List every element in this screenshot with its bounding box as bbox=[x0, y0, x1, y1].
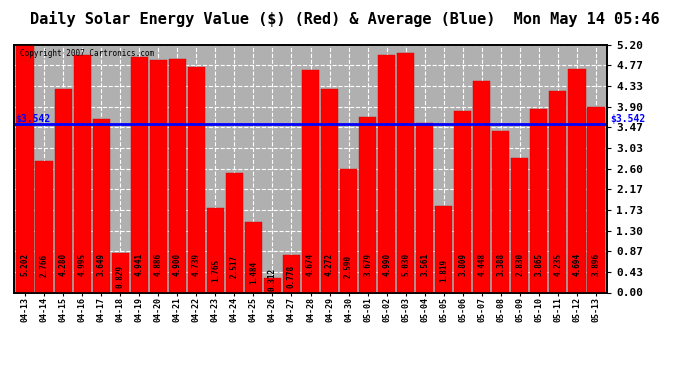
Bar bbox=[454, 111, 471, 292]
Text: $3.542: $3.542 bbox=[610, 114, 645, 124]
Bar bbox=[112, 253, 129, 292]
Bar bbox=[264, 278, 282, 292]
Bar bbox=[530, 108, 547, 292]
Text: 1.819: 1.819 bbox=[439, 259, 448, 282]
Text: 4.739: 4.739 bbox=[192, 253, 201, 276]
Text: 3.679: 3.679 bbox=[363, 253, 372, 276]
Bar bbox=[549, 91, 566, 292]
Bar bbox=[339, 169, 357, 292]
Text: 3.561: 3.561 bbox=[420, 253, 429, 276]
Text: 1.484: 1.484 bbox=[249, 261, 258, 284]
Text: 4.448: 4.448 bbox=[477, 253, 486, 276]
Text: 5.030: 5.030 bbox=[401, 253, 410, 276]
Text: 4.272: 4.272 bbox=[325, 253, 334, 276]
Text: 4.990: 4.990 bbox=[382, 253, 391, 276]
Text: 4.900: 4.900 bbox=[173, 253, 182, 276]
Text: 0.312: 0.312 bbox=[268, 268, 277, 291]
Text: 3.388: 3.388 bbox=[496, 253, 505, 276]
Text: 4.280: 4.280 bbox=[59, 253, 68, 276]
Text: 4.694: 4.694 bbox=[572, 253, 581, 276]
Bar bbox=[74, 55, 91, 292]
Bar bbox=[168, 59, 186, 292]
Bar bbox=[188, 67, 205, 292]
Text: 3.896: 3.896 bbox=[591, 253, 600, 276]
Text: 4.235: 4.235 bbox=[553, 253, 562, 276]
Text: Copyright 2007 Cartronics.com: Copyright 2007 Cartronics.com bbox=[20, 49, 154, 58]
Text: 2.517: 2.517 bbox=[230, 255, 239, 278]
Bar bbox=[55, 89, 72, 292]
Text: 2.766: 2.766 bbox=[40, 254, 49, 277]
Text: 4.941: 4.941 bbox=[135, 253, 144, 276]
Text: 0.778: 0.778 bbox=[287, 265, 296, 288]
Bar bbox=[150, 60, 167, 292]
Bar bbox=[35, 161, 53, 292]
Text: 3.649: 3.649 bbox=[97, 253, 106, 276]
Text: 2.590: 2.590 bbox=[344, 255, 353, 278]
Bar bbox=[245, 222, 262, 292]
Text: 3.809: 3.809 bbox=[458, 253, 467, 276]
Bar bbox=[321, 89, 338, 292]
Bar bbox=[92, 119, 110, 292]
Text: 0.829: 0.829 bbox=[116, 265, 125, 288]
Text: 3.865: 3.865 bbox=[534, 253, 543, 276]
Bar bbox=[511, 158, 529, 292]
Text: 4.886: 4.886 bbox=[154, 253, 163, 276]
Bar bbox=[435, 206, 453, 292]
Bar bbox=[17, 45, 34, 292]
Bar bbox=[473, 81, 491, 292]
Bar bbox=[568, 69, 586, 292]
Bar bbox=[283, 255, 300, 292]
Text: 4.995: 4.995 bbox=[78, 253, 87, 276]
Bar bbox=[207, 209, 224, 292]
Text: $3.542: $3.542 bbox=[15, 114, 50, 124]
Bar bbox=[359, 117, 376, 292]
Text: 1.765: 1.765 bbox=[211, 259, 220, 282]
Bar bbox=[397, 53, 414, 292]
Bar bbox=[492, 131, 509, 292]
Bar bbox=[130, 57, 148, 292]
Bar bbox=[416, 123, 433, 292]
Bar bbox=[587, 107, 604, 292]
Bar bbox=[378, 55, 395, 292]
Bar bbox=[302, 70, 319, 292]
Text: 4.674: 4.674 bbox=[306, 253, 315, 276]
Text: Daily Solar Energy Value ($) (Red) & Average (Blue)  Mon May 14 05:46: Daily Solar Energy Value ($) (Red) & Ave… bbox=[30, 11, 660, 27]
Bar bbox=[226, 173, 243, 292]
Text: 2.830: 2.830 bbox=[515, 253, 524, 276]
Text: 5.202: 5.202 bbox=[21, 253, 30, 276]
